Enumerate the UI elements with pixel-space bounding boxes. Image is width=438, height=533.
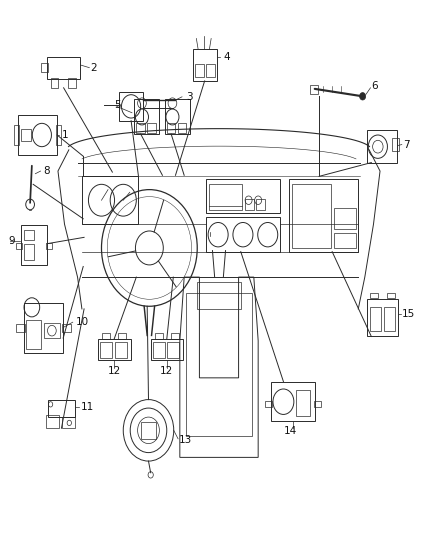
Bar xyxy=(334,208,356,229)
Bar xyxy=(371,308,381,331)
Bar xyxy=(141,422,156,439)
Bar xyxy=(197,282,241,309)
Bar xyxy=(82,176,138,224)
Bar xyxy=(371,293,378,298)
Bar xyxy=(367,130,397,163)
Text: 12: 12 xyxy=(160,366,173,376)
Bar xyxy=(193,49,217,81)
Text: 1: 1 xyxy=(61,130,68,140)
Text: 7: 7 xyxy=(403,140,409,150)
Bar xyxy=(46,243,52,249)
Bar xyxy=(56,125,61,144)
Bar xyxy=(167,342,180,358)
Bar xyxy=(171,333,179,338)
Bar xyxy=(186,293,252,436)
Bar xyxy=(46,416,59,428)
Bar xyxy=(292,184,331,248)
Bar xyxy=(392,138,399,151)
Bar xyxy=(41,63,48,72)
Bar xyxy=(100,342,113,358)
Bar xyxy=(297,390,310,416)
Bar xyxy=(206,217,280,252)
Bar xyxy=(271,382,315,421)
Bar xyxy=(21,128,31,141)
Text: 11: 11 xyxy=(81,402,94,412)
Bar xyxy=(206,64,215,77)
Bar xyxy=(311,85,318,94)
Bar xyxy=(14,125,19,144)
Bar xyxy=(245,199,254,210)
Text: 15: 15 xyxy=(402,309,415,319)
Bar xyxy=(153,342,165,358)
Bar xyxy=(47,57,80,79)
Bar xyxy=(119,92,143,120)
Bar xyxy=(385,308,395,331)
Bar xyxy=(18,115,57,155)
Text: 12: 12 xyxy=(108,366,121,376)
Bar xyxy=(256,199,265,210)
Text: 2: 2 xyxy=(91,63,97,72)
Bar xyxy=(151,339,184,360)
Text: 9: 9 xyxy=(8,236,14,246)
Bar xyxy=(209,184,242,210)
Bar xyxy=(118,333,126,338)
Bar xyxy=(98,339,131,360)
Bar xyxy=(178,123,186,133)
Bar xyxy=(16,324,25,332)
Text: 6: 6 xyxy=(371,81,378,91)
Bar xyxy=(165,100,190,134)
Bar xyxy=(387,293,395,298)
Bar xyxy=(68,78,76,88)
Bar xyxy=(136,123,145,133)
Text: 3: 3 xyxy=(186,92,193,102)
Bar xyxy=(115,342,127,358)
Bar xyxy=(265,401,272,407)
Text: 13: 13 xyxy=(179,435,192,445)
Bar xyxy=(25,244,34,260)
Bar xyxy=(62,324,71,332)
Bar xyxy=(25,230,34,240)
Bar xyxy=(195,64,204,77)
Bar xyxy=(44,323,60,338)
Bar xyxy=(50,78,58,88)
Bar xyxy=(62,417,74,428)
Bar xyxy=(314,401,321,407)
Bar xyxy=(155,333,163,338)
Bar xyxy=(367,300,398,336)
Bar xyxy=(334,233,356,248)
Bar xyxy=(147,123,156,133)
Text: 5: 5 xyxy=(115,100,121,110)
Text: 14: 14 xyxy=(283,426,297,436)
Bar xyxy=(167,123,176,133)
Bar xyxy=(16,243,22,249)
Text: 8: 8 xyxy=(43,166,50,176)
Text: 4: 4 xyxy=(223,52,230,62)
Bar xyxy=(289,179,358,252)
Bar xyxy=(102,333,110,338)
Bar xyxy=(48,400,74,417)
Bar xyxy=(134,100,159,134)
Bar xyxy=(24,303,63,353)
Bar xyxy=(206,179,280,214)
Text: 10: 10 xyxy=(75,317,88,327)
Bar xyxy=(26,319,42,349)
Bar xyxy=(21,225,47,265)
Circle shape xyxy=(360,93,366,100)
